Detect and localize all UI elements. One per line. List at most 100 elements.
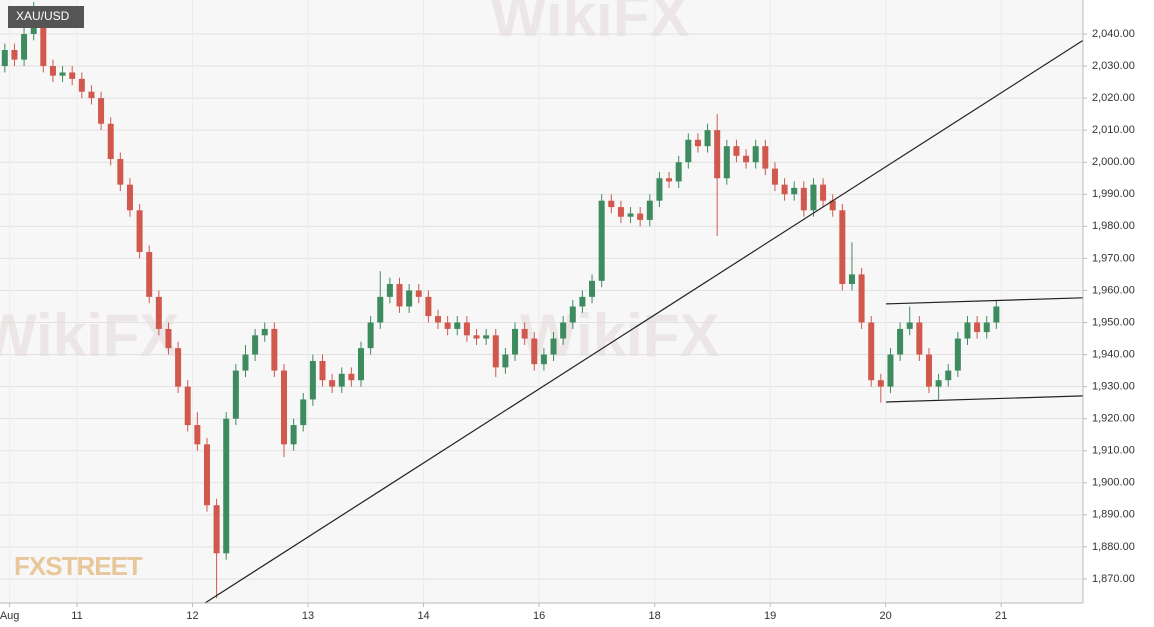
candle-body <box>280 370 287 445</box>
candle-body <box>675 162 682 182</box>
candle-body <box>983 322 990 333</box>
trendline <box>886 297 1084 305</box>
candle-body <box>829 200 836 211</box>
y-tick-label: 1,880.00 <box>1092 541 1135 553</box>
y-tick-label: 1,970.00 <box>1092 252 1135 264</box>
candle-body <box>358 348 364 381</box>
watermark: WikiFX <box>520 302 719 369</box>
candle-body <box>232 370 239 419</box>
candle-body <box>954 338 961 371</box>
candle-body <box>964 322 971 339</box>
watermark: WikiFX <box>490 0 689 49</box>
candle-body <box>69 72 76 79</box>
candle-body <box>589 280 596 297</box>
candle-body <box>820 184 827 201</box>
candle-body <box>11 50 18 60</box>
candle-body <box>974 322 981 333</box>
candle-body <box>685 139 692 163</box>
x-tick-label: 21 <box>995 610 1007 622</box>
candle-body <box>694 139 701 147</box>
x-tick-label: 18 <box>648 610 660 622</box>
y-tick-label: 2,010.00 <box>1092 124 1135 136</box>
candle-body <box>483 335 490 339</box>
candle-body <box>646 200 653 220</box>
y-tick-label: 1,870.00 <box>1092 573 1135 585</box>
candle-body <box>714 130 721 179</box>
candle-body <box>463 322 470 336</box>
candle-body <box>743 155 750 163</box>
candle-body <box>88 91 95 99</box>
candle-body <box>175 348 182 387</box>
candle-body <box>993 306 1000 323</box>
candle-body <box>733 146 740 156</box>
candle-body <box>617 207 624 217</box>
candle-body <box>223 418 230 554</box>
y-tick-label: 1,940.00 <box>1092 348 1135 360</box>
candle-body <box>771 168 778 185</box>
candle-body <box>877 380 884 387</box>
candle-body <box>868 322 875 381</box>
y-tick-label: 1,980.00 <box>1092 220 1135 232</box>
candle-body <box>897 328 904 355</box>
candle-body <box>59 72 66 76</box>
candle-body <box>723 146 730 179</box>
candle-body <box>887 354 894 387</box>
candle-body <box>126 184 133 211</box>
candle-body <box>531 338 538 365</box>
candle-body <box>435 316 442 323</box>
candle-body <box>637 213 644 220</box>
x-tick-label: 12 <box>186 610 198 622</box>
trendline <box>204 39 1084 604</box>
x-tick-label: 20 <box>880 610 892 622</box>
x-tick-label: 19 <box>764 610 776 622</box>
candle-body <box>598 200 605 281</box>
candle-body <box>165 328 172 349</box>
candle-body <box>1 50 8 67</box>
candle-body <box>454 322 461 329</box>
y-tick-label: 1,920.00 <box>1092 413 1135 425</box>
candle-body <box>290 425 297 445</box>
candle-body <box>540 354 547 365</box>
candle-body <box>704 130 711 147</box>
candle-body <box>560 322 567 339</box>
y-tick-label: 1,950.00 <box>1092 316 1135 328</box>
candle-body <box>252 335 259 355</box>
candle-body <box>492 335 499 368</box>
candle-body <box>78 78 85 92</box>
candle-body <box>925 354 932 387</box>
candle-body <box>848 274 855 285</box>
candle-body <box>752 146 759 163</box>
candle-body <box>415 290 422 297</box>
candle-body <box>800 187 807 211</box>
candle-body <box>155 296 162 329</box>
candle-body <box>261 328 268 336</box>
y-tick-label: 2,000.00 <box>1092 156 1135 168</box>
candle-body <box>396 284 403 307</box>
candle-body <box>935 380 942 387</box>
candle-body <box>839 210 846 285</box>
candle-body <box>213 505 220 554</box>
candle-body <box>627 213 634 217</box>
candle-body <box>666 178 673 182</box>
x-tick-label: Aug <box>0 610 19 622</box>
candle-body <box>338 373 345 387</box>
candle-body <box>203 444 210 506</box>
candle-body <box>107 123 114 160</box>
y-tick-label: 2,020.00 <box>1092 92 1135 104</box>
candle-body <box>367 322 374 349</box>
candle-body <box>117 159 124 185</box>
y-tick-label: 1,960.00 <box>1092 284 1135 296</box>
candle-body <box>502 354 509 368</box>
candle-body <box>386 284 393 297</box>
y-tick-label: 1,890.00 <box>1092 509 1135 521</box>
candles <box>1 1 1084 604</box>
candle-body <box>21 33 28 60</box>
candle-body <box>136 210 143 252</box>
candle-body <box>512 328 519 355</box>
candle-body <box>300 399 307 426</box>
candle-body <box>184 386 191 426</box>
y-tick-label: 2,040.00 <box>1092 28 1135 40</box>
y-tick-label: 1,910.00 <box>1092 445 1135 457</box>
candle-body <box>309 360 316 400</box>
